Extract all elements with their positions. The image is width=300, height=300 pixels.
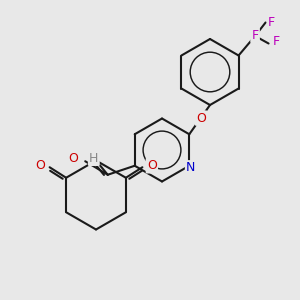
Text: H: H (89, 152, 98, 165)
Text: O: O (196, 112, 206, 124)
Text: O: O (147, 159, 157, 172)
Text: F: F (272, 35, 280, 49)
Text: N: N (186, 161, 196, 174)
Text: F: F (251, 29, 259, 42)
Text: O: O (68, 152, 78, 165)
Text: F: F (268, 16, 275, 29)
Text: O: O (35, 159, 45, 172)
